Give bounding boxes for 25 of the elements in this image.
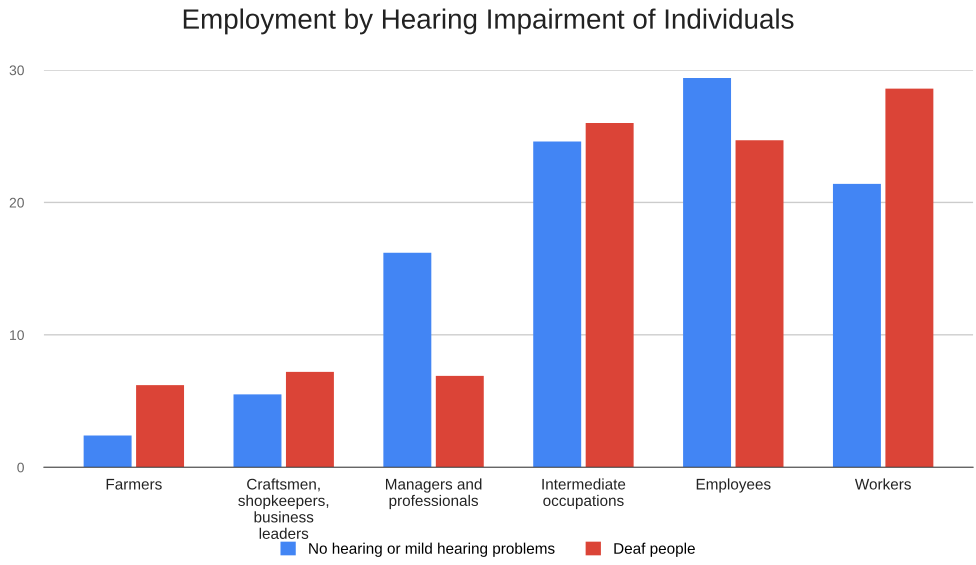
x-tick-label: Employees — [696, 478, 771, 493]
bar — [136, 385, 184, 468]
bar — [286, 372, 334, 468]
bar — [233, 394, 282, 468]
y-tick-label: 30 — [10, 65, 24, 76]
bar — [84, 435, 132, 468]
bar — [436, 376, 484, 468]
y-tick-label: 0 — [17, 462, 24, 472]
x-tick-label: Craftsmen, shopkeepers, business leaders — [238, 478, 328, 539]
bar — [832, 184, 881, 468]
y-tick-label: 20 — [10, 198, 24, 208]
legend-label: No hearing or mild hearing problems — [309, 542, 555, 557]
bar — [383, 252, 432, 468]
x-tick-label: Intermediate occupations — [542, 478, 626, 510]
bar — [683, 78, 732, 468]
y-tick-label: 10 — [10, 330, 24, 340]
bar — [586, 123, 634, 468]
bar — [736, 140, 784, 468]
chart-title: Employment by Hearing Impairment of Individuals — [184, 8, 794, 34]
legend-label: Deaf people — [614, 542, 695, 557]
x-tick-label: Workers — [854, 478, 911, 490]
x-tick-label: Managers and professionals — [386, 478, 482, 510]
bar — [885, 88, 934, 468]
bar — [533, 142, 582, 468]
x-tick-label: Farmers — [106, 478, 162, 490]
